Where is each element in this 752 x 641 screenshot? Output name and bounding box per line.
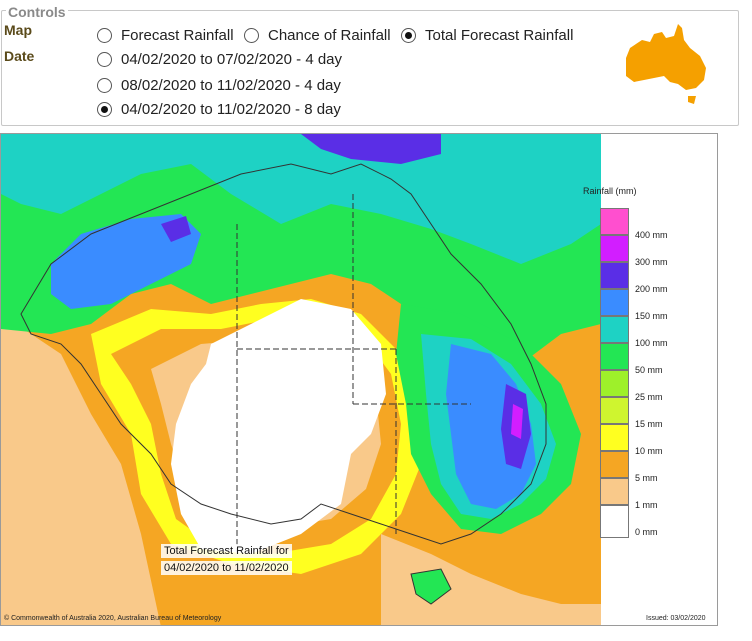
legend-swatch [600,316,629,343]
australia-thumbnail-icon[interactable] [620,18,712,106]
legend-swatch [600,505,629,538]
date-option-first-4-day[interactable]: 04/02/2020 to 07/02/2020 - 4 day [97,51,342,68]
controls-legend: Controls [6,4,68,20]
legend-label: 50 mm [635,365,663,375]
radio-chance-of-rainfall[interactable] [244,28,259,43]
date-option-second-4-day[interactable]: 08/02/2020 to 11/02/2020 - 4 day [97,77,341,94]
radio-total-forecast-rainfall[interactable] [401,28,416,43]
legend-label: 0 mm [635,527,658,537]
legend-label: 300 mm [635,257,668,267]
map-caption-line1: Total Forecast Rainfall for [161,544,292,558]
date-option-label: 08/02/2020 to 11/02/2020 - 4 day [121,77,341,94]
radio-date-first-4-day[interactable] [97,52,112,67]
radio-forecast-rainfall[interactable] [97,28,112,43]
legend-label: 15 mm [635,419,663,429]
rainfall-map[interactable] [1,134,718,626]
legend-label: 100 mm [635,338,668,348]
map-option-label: Forecast Rainfall [121,27,234,44]
radio-date-second-4-day[interactable] [97,78,112,93]
legend-label: 25 mm [635,392,663,402]
map-option-chance-of-rainfall[interactable]: Chance of Rainfall [244,27,391,44]
copyright-text: © Commonwealth of Australia 2020, Austra… [4,615,222,622]
map-option-label: Chance of Rainfall [268,27,391,44]
map-option-total-forecast-rainfall[interactable]: Total Forecast Rainfall [401,27,573,44]
legend-swatch [600,370,629,397]
legend-label: 400 mm [635,230,668,240]
legend-label: 200 mm [635,284,668,294]
legend-swatch [600,424,629,451]
legend-swatch [600,208,629,235]
map-caption-line2: 04/02/2020 to 11/02/2020 [161,561,292,575]
legend-swatch [600,451,629,478]
rainfall-map-panel: Rainfall (mm) 400 mm 300 mm 200 mm 150 mm 10… [0,133,718,626]
legend-swatch [600,289,629,316]
legend-swatch [600,262,629,289]
date-row-label: Date [4,48,35,64]
date-option-8-day[interactable]: 04/02/2020 to 11/02/2020 - 8 day [97,101,341,118]
date-option-label: 04/02/2020 to 11/02/2020 - 8 day [121,101,341,118]
legend-label: 150 mm [635,311,668,321]
legend-label: 5 mm [635,473,658,483]
map-option-label: Total Forecast Rainfall [425,27,574,44]
radio-date-8-day[interactable] [97,102,112,117]
legend-title: Rainfall (mm) [583,186,637,196]
legend-swatch [600,478,629,505]
legend-label: 1 mm [635,500,658,510]
date-option-label: 04/02/2020 to 07/02/2020 - 4 day [121,51,343,68]
map-option-forecast-rainfall[interactable]: Forecast Rainfall [97,27,234,44]
map-row-label: Map [4,22,32,38]
legend-swatch [600,343,629,370]
legend-label: 10 mm [635,446,663,456]
issued-date: Issued: 03/02/2020 [646,615,706,622]
controls-panel [1,10,739,126]
legend-swatch [600,397,629,424]
legend-swatch [600,235,629,262]
